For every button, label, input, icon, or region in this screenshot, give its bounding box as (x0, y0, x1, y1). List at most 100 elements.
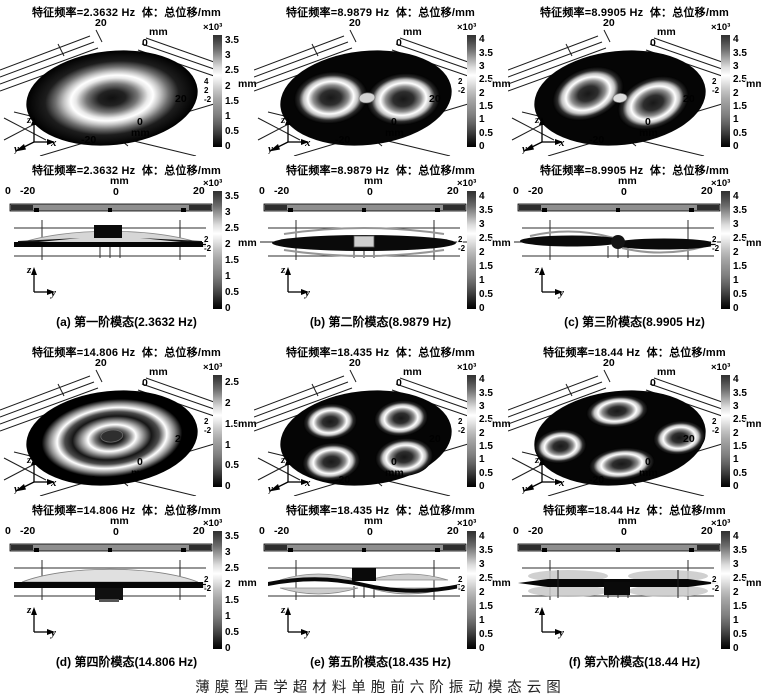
colorbar-gradient (467, 191, 476, 309)
axis-tick-label: mm (364, 515, 383, 527)
mode-shape-side-view (517, 543, 721, 600)
plot-area: 0 -20 mm 0 20 ×10³ 4 3.5 3 2.5 2 1.5 1 0.5 0 mm 2 -2 z y (508, 175, 761, 314)
colorbar-tick-label: 2.5 (479, 74, 493, 86)
colorbar-tick-label: 2 (479, 586, 485, 598)
colorbar-tick-label: 0 (479, 481, 485, 492)
colorbar-tick-label: 2.5 (225, 65, 239, 77)
axis-triad-icon: z y x (14, 454, 57, 494)
colorbar-exponent: ×10³ (457, 362, 477, 373)
axis-tick-label: 0 (513, 525, 519, 537)
colorbar-exponent: ×10³ (203, 362, 223, 373)
colorbar-tick-label: 0 (225, 303, 231, 314)
axis-tick-label: 20 (95, 17, 107, 29)
mode-d-side-panel: 特征频率=14.806 Hz 体：总位移/mm 0 -20 mm 0 20 ×10³ 3.5 3… (0, 498, 258, 654)
axis-letter-x: x (304, 137, 311, 149)
colorbar-tick-label: 0.5 (733, 629, 747, 640)
colorbar-exponent: ×10³ (457, 22, 477, 33)
axis-letter-z: z (280, 264, 286, 276)
colorbar-tick-label: 2 (733, 246, 739, 258)
colorbar-tick-label: 4 (733, 530, 739, 542)
panel-header: 特征频率=2.3632 Hz 体：总位移/mm (31, 7, 222, 19)
colorbar-tick-label: 0 (225, 481, 231, 492)
plot-area: 0 -20 mm 0 20 ×10³ 4 3.5 3 2.5 2 1.5 1 0.5 0 mm 2 -2 z y (254, 176, 512, 314)
axis-tick-label: mm (618, 175, 637, 187)
axis-letter-z: z (280, 454, 286, 466)
axis-letter-z: z (534, 264, 540, 276)
colorbar-tick-label: 3 (225, 547, 231, 559)
colorbar-tick-label: 4 (479, 190, 485, 202)
mode-shape-3d-view (254, 369, 469, 496)
axis-tick-label: 20 (447, 185, 459, 197)
axis-letter-x: x (50, 477, 57, 489)
colorbar-tick-label: 2 (479, 427, 485, 439)
colorbar-gradient (721, 531, 730, 649)
z-axis-overlap-label: 4 (203, 76, 210, 86)
colorbar-tick-label: 0 (733, 643, 739, 654)
z-axis-unit-label: mm (745, 419, 761, 430)
z-axis-overlap-label: 2 (711, 234, 718, 244)
colorbar-exponent: ×10³ (203, 178, 223, 189)
colorbar-exponent: ×10³ (711, 362, 731, 373)
colorbar-tick-label: 1 (225, 271, 231, 283)
figure-title: 薄膜型声学超材料单胞前六阶振动模态云图 (195, 680, 566, 696)
colorbar-tick-label: 1 (479, 454, 485, 466)
axis-letter-x: x (558, 137, 565, 149)
axis-tick-label: 0 (391, 456, 397, 468)
axis-tick-label: 0 (113, 526, 119, 538)
colorbar-tick-label: 3.5 (733, 204, 747, 216)
z-axis-unit-label: mm (237, 418, 258, 431)
mode-shape-3d-view (508, 29, 723, 156)
mode-shape-3d-view (508, 369, 723, 496)
colorbar-tick-label: 3.5 (733, 387, 747, 399)
mode-caption: (d) 第四阶模态(14.806 Hz) (55, 655, 198, 669)
axis-tick-label: mm (639, 127, 658, 139)
z-axis-unit-label: mm (237, 577, 258, 590)
axis-letter-y: y (268, 143, 273, 154)
z-axis-overlap-label: -2 (203, 243, 213, 253)
axis-triad-icon: zy (534, 264, 564, 299)
z-axis-overlap-label: -2 (711, 583, 721, 593)
colorbar-tick-label: 0 (225, 643, 231, 654)
axis-letter-y: y (268, 483, 273, 494)
colorbar-tick-label: 0.5 (225, 627, 239, 639)
mode-a-side-panel: 特征频率=2.3632 Hz 体：总位移/mm 0 -20 mm 0 20 ×10³ 3.5 3… (0, 158, 258, 314)
axis-triad-icon: zy (534, 604, 564, 639)
axis-tick-label: 0 (621, 526, 627, 538)
axis-tick-label: 20 (603, 357, 615, 369)
z-axis-unit-label: mm (491, 577, 512, 590)
colorbar-tick-label: 0 (733, 141, 739, 152)
axis-tick-label: 20 (447, 525, 459, 537)
mode-caption: (b) 第二阶模态(8.9879 Hz) (309, 315, 452, 329)
colorbar-gradient (467, 35, 476, 147)
axis-tick-label: mm (149, 366, 168, 378)
axis-letter-z: z (26, 264, 32, 276)
axis-letter-z: z (534, 114, 540, 126)
z-axis-overlap-label: 2 (457, 234, 464, 244)
axis-tick-label: 20 (349, 357, 361, 369)
axis-tick-label: mm (403, 366, 422, 378)
colorbar-gradient (213, 35, 222, 147)
axis-tick-label: 20 (701, 525, 713, 537)
axis-tick-label: mm (149, 26, 168, 38)
colorbar-tick-label: 3.5 (225, 531, 239, 543)
plot-area: 0 -20 mm 0 20 ×10³ 4 3.5 3 2.5 2 1.5 1 0.5 0 mm 2 -2 z y (508, 516, 761, 654)
axis-letter-y: y (303, 287, 310, 299)
colorbar-tick-label: 1 (733, 114, 739, 126)
axis-tick-label: 0 (259, 185, 265, 197)
z-axis-overlap-label: 2 (203, 234, 210, 244)
colorbar-tick-label: 3 (225, 207, 231, 219)
colorbar-tick-label: 2.5 (479, 232, 493, 244)
axis-tick-label: 0 (367, 186, 373, 198)
mode-c-3d-panel: 特征频率=8.9905 Hz 体：总位移/mm 20 mm 0 20 0 mm -20 ×10³… (508, 0, 761, 158)
colorbar-tick-label: 4 (479, 34, 485, 46)
plot-area: 0 -20 mm 0 20 ×10³ 4 3.5 3 2.5 2 1.5 1 0.5 0 mm 2 -2 z y (254, 515, 512, 654)
mode-e-side-panel: 特征频率=18.435 Hz 体：总位移/mm 0 -20 mm 0 20 ×10³ 4 3.5… (254, 498, 512, 654)
axis-tick-label: -20 (274, 185, 290, 197)
colorbar-tick-label: 2.5 (225, 377, 239, 389)
z-axis-overlap-label: 2 (457, 76, 464, 86)
z-axis-overlap-label: 2 (457, 574, 464, 584)
z-axis-overlap-label: 2 (203, 416, 210, 426)
axis-letter-z: z (280, 604, 286, 616)
axis-letter-z: z (280, 114, 286, 126)
colorbar-tick-label: 0.5 (733, 289, 747, 300)
